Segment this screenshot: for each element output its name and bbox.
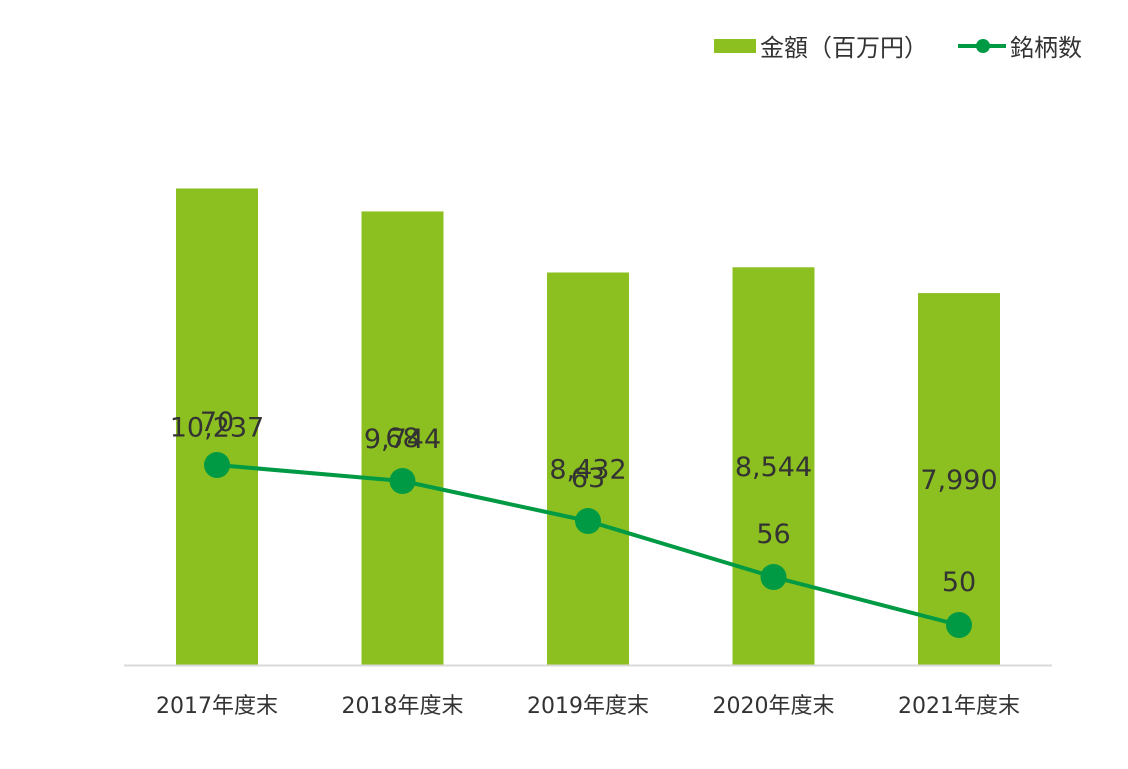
line-point	[946, 612, 972, 638]
x-tick-label: 2021年度末	[898, 694, 1020, 719]
x-tick-label: 2020年度末	[713, 694, 835, 719]
x-tick-label: 2018年度末	[342, 694, 464, 719]
bar-value-label: 9,744	[364, 424, 441, 455]
line-value-label: 50	[942, 567, 976, 598]
legend-line-swatch	[958, 38, 1006, 53]
line-point	[760, 564, 787, 590]
x-tick-label: 2017年度末	[156, 694, 278, 719]
legend-item-amount: 金額（百万円）	[714, 28, 928, 63]
line-value-label: 70	[200, 407, 234, 438]
bar-value-label: 7,990	[920, 465, 997, 496]
legend-item-count: 銘柄数	[958, 28, 1082, 63]
line-point	[204, 452, 230, 478]
bar	[176, 188, 258, 665]
line-value-label: 56	[756, 519, 790, 550]
legend-bar-swatch	[714, 38, 756, 53]
x-tick-label: 2019年度末	[527, 694, 649, 719]
line-point	[575, 508, 601, 534]
bar	[361, 211, 444, 665]
legend-label-amount: 金額（百万円）	[760, 34, 928, 62]
bar-value-label: 10,237	[170, 413, 264, 444]
line-value-label: 63	[571, 463, 605, 494]
line-point	[389, 468, 416, 494]
legend-line-marker	[976, 38, 990, 53]
line-value-label: 68	[385, 423, 419, 454]
legend: 金額（百万円） 銘柄数	[684, 28, 1082, 63]
legend-label-count: 銘柄数	[1010, 34, 1082, 62]
bar	[547, 272, 629, 665]
bar-value-label: 8,432	[549, 455, 626, 486]
bar	[918, 293, 1000, 665]
bar-value-label: 8,544	[735, 452, 812, 483]
bar	[732, 267, 815, 665]
